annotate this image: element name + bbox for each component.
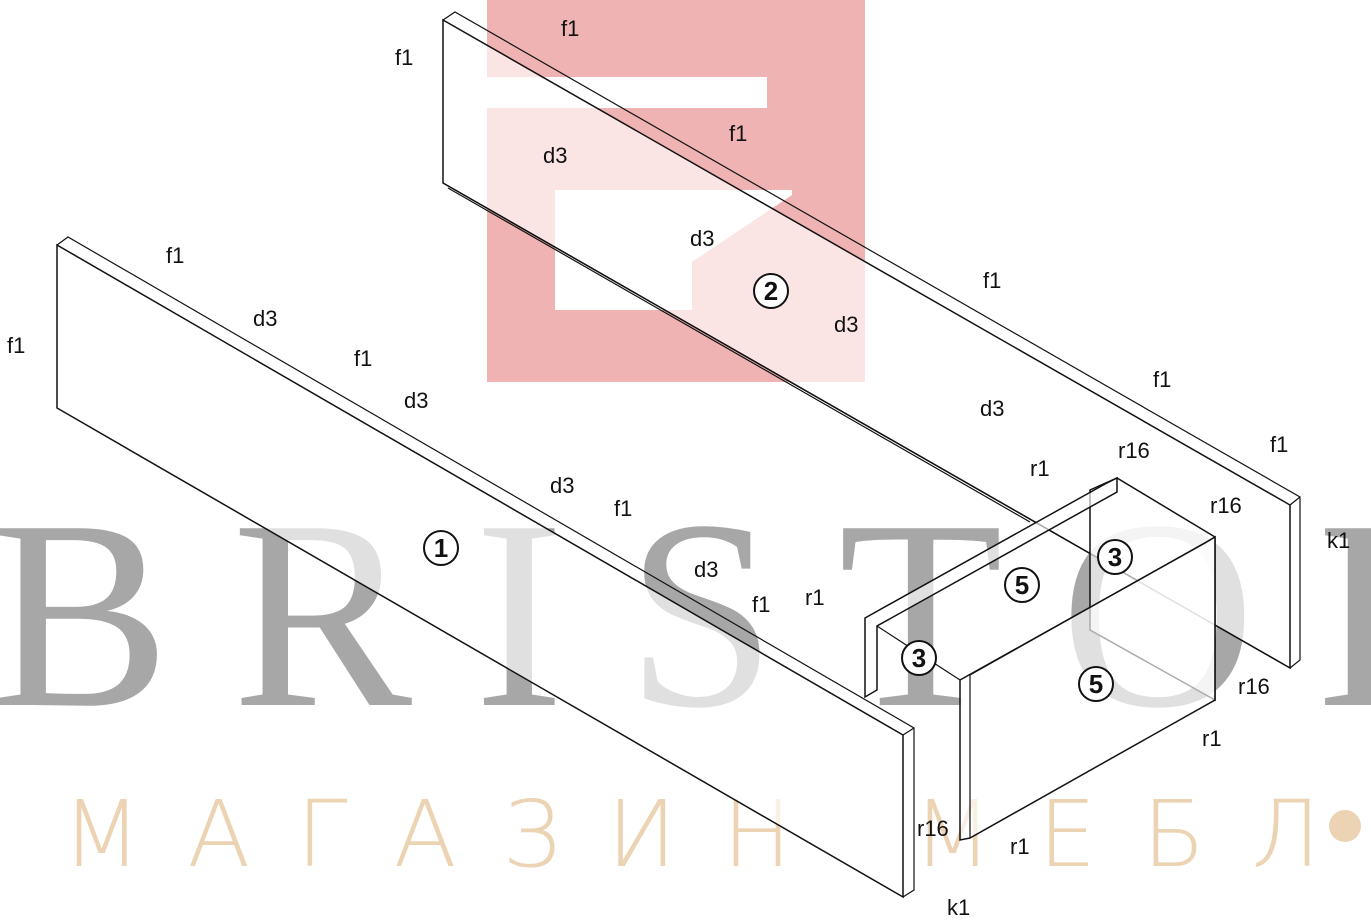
- fastener-label: f1: [752, 592, 770, 617]
- part-number: 5: [1015, 570, 1029, 600]
- fastener-label: d3: [404, 388, 428, 413]
- fastener-label: r1: [1010, 834, 1030, 859]
- tagline-watermark: МАГАЗИН МЕБЛІВ: [62, 781, 1371, 888]
- fastener-label: d3: [980, 396, 1004, 421]
- fastener-label: r16: [1238, 674, 1270, 699]
- fastener-label: d3: [543, 143, 567, 168]
- fastener-label: k1: [947, 895, 970, 920]
- fastener-label: d3: [253, 306, 277, 331]
- fastener-label: r16: [1118, 438, 1150, 463]
- part-number: 2: [764, 276, 778, 306]
- assembly-diagram: BRISTOL МАГАЗИН МЕБЛІВ 123355f1f1d3f1d3d…: [0, 0, 1371, 920]
- fastener-label: f1: [7, 333, 25, 358]
- fastener-label: f1: [354, 346, 372, 371]
- watermark-dot: [1329, 810, 1361, 842]
- fastener-label: r1: [1202, 726, 1222, 751]
- fastener-label: f1: [561, 16, 579, 41]
- fastener-label: f1: [1270, 432, 1288, 457]
- part-number: 3: [912, 643, 926, 673]
- fastener-label: k1: [1327, 528, 1350, 553]
- fastener-label: d3: [694, 557, 718, 582]
- fastener-label: r1: [805, 585, 825, 610]
- fastener-label: f1: [614, 496, 632, 521]
- fastener-label: r1: [1030, 456, 1050, 481]
- fastener-label: r16: [1210, 493, 1242, 518]
- fastener-label: d3: [834, 312, 858, 337]
- fastener-label: d3: [690, 226, 714, 251]
- fastener-label: f1: [983, 268, 1001, 293]
- part-number: 3: [1108, 542, 1122, 572]
- fastener-label: r16: [917, 816, 949, 841]
- fastener-label: f1: [395, 45, 413, 70]
- fastener-label: f1: [1153, 367, 1171, 392]
- part-number: 5: [1089, 669, 1103, 699]
- part-number: 1: [434, 533, 448, 563]
- fastener-label: f1: [166, 243, 184, 268]
- fastener-label: f1: [729, 121, 747, 146]
- fastener-label: d3: [550, 473, 574, 498]
